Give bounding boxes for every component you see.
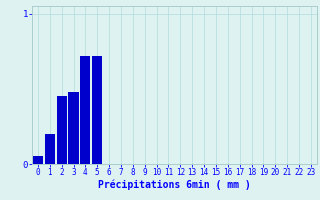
Bar <box>45 134 55 164</box>
Bar <box>33 156 43 164</box>
X-axis label: Précipitations 6min ( mm ): Précipitations 6min ( mm ) <box>98 180 251 190</box>
Bar <box>92 56 102 164</box>
Bar <box>80 56 91 164</box>
Bar <box>57 96 67 164</box>
Bar <box>68 92 79 164</box>
